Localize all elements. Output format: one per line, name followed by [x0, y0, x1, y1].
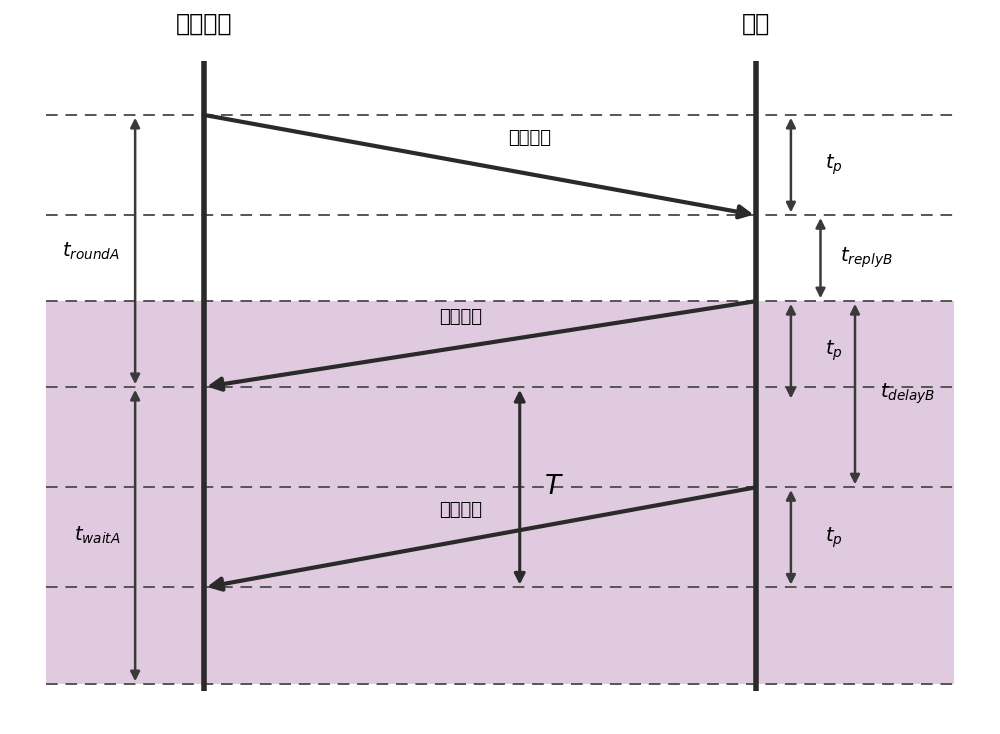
Text: $t_{delayB}$: $t_{delayB}$	[880, 382, 935, 407]
Text: 定位确认: 定位确认	[439, 308, 482, 326]
Text: $t_p$: $t_p$	[825, 339, 843, 363]
Text: $t_p$: $t_p$	[825, 525, 843, 550]
Bar	[46, 301, 954, 684]
Text: 时间同步: 时间同步	[439, 501, 482, 520]
Text: $t_{roundA}$: $t_{roundA}$	[62, 240, 120, 261]
Text: 基站: 基站	[742, 12, 771, 36]
Text: $t_{waitA}$: $t_{waitA}$	[74, 525, 120, 546]
Text: $t_p$: $t_p$	[825, 153, 843, 178]
Text: 定位请求: 定位请求	[508, 129, 551, 148]
Text: $t_{replyB}$: $t_{replyB}$	[840, 246, 893, 270]
Text: $T$: $T$	[544, 474, 564, 501]
Text: 移动单位: 移动单位	[176, 12, 232, 36]
